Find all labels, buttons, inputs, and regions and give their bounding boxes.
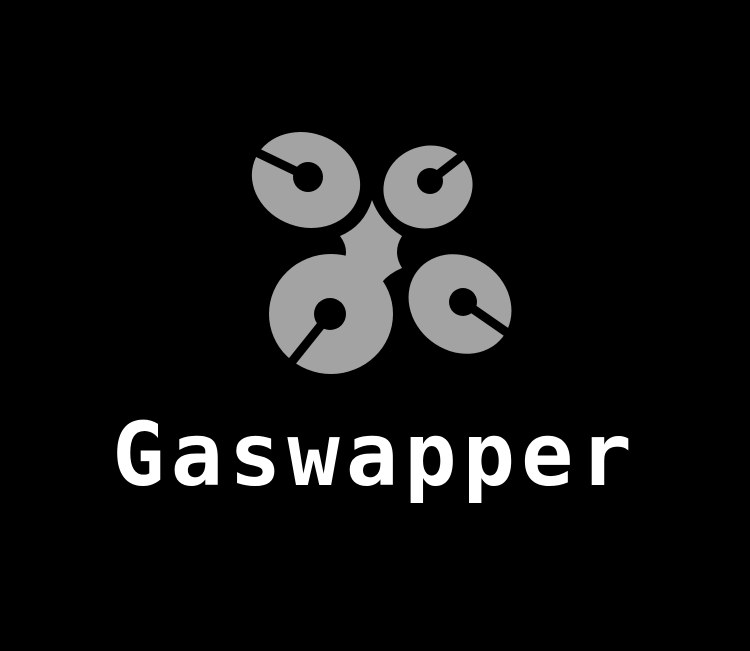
four-cylinder-disc-icon — [251, 131, 512, 374]
brand-wordmark: Gaswapper — [112, 404, 638, 506]
